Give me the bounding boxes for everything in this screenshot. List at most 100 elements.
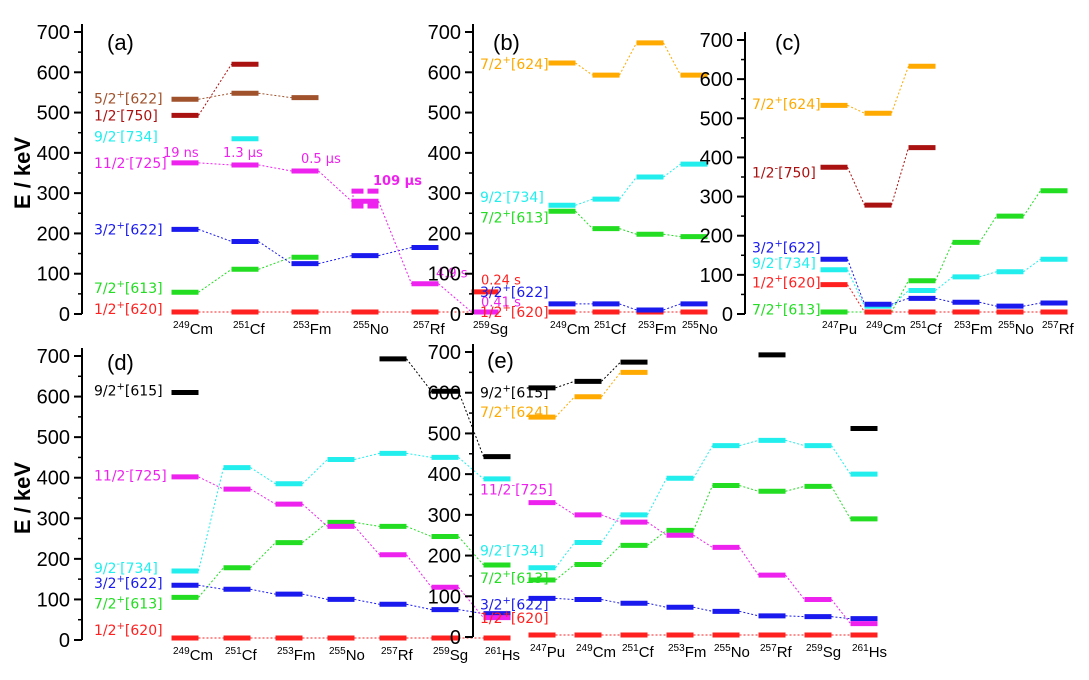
state-label: 3/2+[622] <box>752 238 821 256</box>
state-label-parity: - <box>511 481 515 492</box>
y-axis-label: E / keV <box>10 137 35 209</box>
state-label: 11/2-[725] <box>94 467 167 485</box>
nucleus-mass: 257 <box>381 646 398 657</box>
nucleus-mass: 255 <box>714 643 731 654</box>
state-label-parity: + <box>503 595 511 606</box>
panel-letter: (c) <box>775 30 801 55</box>
state-label-parity: + <box>117 574 125 585</box>
state-label: 7/2+[613] <box>480 208 549 226</box>
nucleus-label: 255No <box>998 320 1034 338</box>
state-label: 1/2+[620] <box>480 303 549 321</box>
level-connector <box>847 167 865 206</box>
nucleus-label: 259Sg <box>433 646 468 664</box>
nucleus-mass: 253 <box>638 320 655 331</box>
level-connector <box>935 276 953 291</box>
y-tick-label: 0 <box>59 304 70 326</box>
y-tick-label: 400 <box>37 143 70 165</box>
y-tick-label: 300 <box>37 183 70 205</box>
level-connector <box>258 241 292 265</box>
state-label-parity: + <box>117 621 125 632</box>
level-connector <box>198 476 224 490</box>
nucleus-mass: 259 <box>806 643 823 654</box>
state-label-parity: - <box>117 128 121 139</box>
y-tick-label: 700 <box>428 342 461 364</box>
nucleus-label: 257Rf <box>760 643 793 661</box>
level-connector <box>1023 258 1041 273</box>
state-label-nilsson: [624] <box>783 97 821 113</box>
state-label-nilsson: [622] <box>125 576 163 592</box>
level-connector <box>847 269 865 307</box>
nucleus-label: 251Cf <box>594 320 627 338</box>
y-tick-label: 600 <box>700 69 733 91</box>
state-label-j: 7/2 <box>480 210 503 226</box>
state-label-j: 7/2 <box>94 281 117 297</box>
state-label-nilsson: [734] <box>120 561 158 577</box>
nucleus-mass: 251 <box>233 320 250 331</box>
nucleus-symbol: Cf <box>611 321 627 338</box>
level-connector <box>198 228 232 242</box>
nucleus-symbol: Fm <box>655 321 677 338</box>
state-label-parity: + <box>775 274 783 285</box>
state-label: 1/2-[750] <box>752 163 816 181</box>
state-label-parity: - <box>125 154 129 165</box>
state-label-parity: + <box>775 300 783 311</box>
state-label-parity: + <box>117 220 125 231</box>
panel-letter: (d) <box>107 350 134 375</box>
state-label: 3/2+[622] <box>480 283 549 301</box>
level-connector <box>458 457 484 480</box>
state-label-parity: + <box>503 283 511 294</box>
level-connector <box>555 380 575 389</box>
level-connector <box>258 164 292 172</box>
y-tick-label: 0 <box>59 630 70 652</box>
state-label-nilsson: [725] <box>515 483 553 499</box>
state-label-nilsson: [622] <box>125 91 163 107</box>
level-connector <box>619 303 637 311</box>
nucleus-symbol: Sg <box>823 644 841 661</box>
level-connector <box>891 297 909 305</box>
y-tick-label: 600 <box>37 62 70 84</box>
state-label-nilsson: [615] <box>125 383 163 399</box>
state-label: 11/2-[725] <box>94 154 167 172</box>
level-connector <box>318 170 352 202</box>
nucleus-label: 261Hs <box>485 646 520 664</box>
y-tick-label: 200 <box>37 223 70 245</box>
state-label-j: 9/2 <box>480 386 503 402</box>
state-label-parity: - <box>775 163 779 174</box>
y-tick-label: 500 <box>37 103 70 125</box>
state-label: 9/2-[734] <box>480 542 544 560</box>
state-label-parity: + <box>503 208 511 219</box>
level-connector <box>979 215 997 243</box>
level-connector <box>250 467 276 485</box>
level-connector <box>354 521 380 527</box>
y-tick-label: 200 <box>700 226 733 248</box>
state-label-parity: - <box>503 188 507 199</box>
panel-letter: (a) <box>107 30 134 55</box>
y-tick-label: 100 <box>37 264 70 286</box>
nucleus-mass: 261 <box>485 646 502 657</box>
state-label-j: 7/2 <box>480 405 503 421</box>
level-connector <box>378 201 412 284</box>
level-connector <box>663 233 681 238</box>
nucleus-mass: 255 <box>353 320 370 331</box>
nucleus-symbol: Cf <box>927 321 943 338</box>
nucleus-label: 259Sg <box>473 320 508 338</box>
level-connector <box>785 439 805 447</box>
level-connector <box>378 247 412 257</box>
nucleus-label: 251Cf <box>225 646 258 664</box>
level-connector <box>979 271 997 278</box>
nucleus-mass: 261 <box>852 643 869 654</box>
nucleus-symbol: Rf <box>430 321 446 338</box>
level-connector <box>831 486 851 520</box>
state-label-j: 9/2 <box>94 130 117 146</box>
state-label: 11/2-[725] <box>480 481 553 499</box>
y-tick-label: 400 <box>428 143 461 165</box>
level-connector <box>739 610 759 617</box>
state-label: 7/2+[613] <box>480 569 549 587</box>
nucleus-mass: 253 <box>954 320 971 331</box>
nucleus-mass: 249 <box>173 320 190 331</box>
nucleus-label: 249Cm <box>866 320 906 338</box>
level-connector <box>601 372 621 398</box>
state-label-parity: + <box>503 609 511 620</box>
level-connector <box>406 358 432 392</box>
state-label-parity: + <box>503 303 511 314</box>
